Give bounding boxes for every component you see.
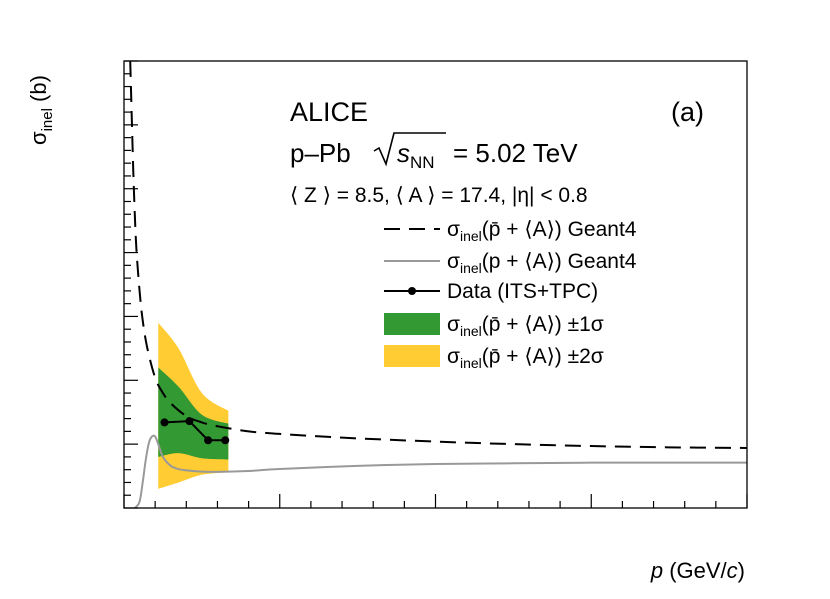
legend-label-sigma: σ — [447, 218, 460, 241]
legend-label-body: (p̄ + ⟨A⟩) Geant4 — [482, 218, 637, 241]
legend-label: σinel(p + ⟨A⟩) Geant4 — [447, 250, 637, 276]
legend-label: σinel(p̄ + ⟨A⟩) ±2σ — [447, 345, 604, 371]
svg-text:p–Pb: p–Pb — [290, 138, 351, 168]
legend-label-body: (p + ⟨A⟩) Geant4 — [482, 250, 637, 273]
sqrt-sign-icon — [373, 132, 446, 167]
legend-label-body: (p̄ + ⟨A⟩) ±1σ — [482, 313, 604, 336]
svg-text:sNN: sNN — [397, 138, 435, 172]
bands-layer — [158, 322, 229, 489]
data-point-2 — [204, 436, 213, 445]
y-axis-title: σinel (b) — [26, 75, 56, 145]
legend-label: σinel(p̄ + ⟨A⟩) Geant4 — [447, 218, 637, 244]
legend-label-sigma: σ — [447, 313, 460, 336]
svg-text:= 5.02 TeV: = 5.02 TeV — [453, 138, 578, 168]
x-axis-title: p (GeV/c) — [650, 558, 745, 583]
legend-label-sub: inel — [460, 228, 482, 244]
legend-symbol-green-band — [384, 313, 440, 335]
legend-symbol-yellow-band — [384, 345, 440, 367]
legend-label-sigma: σ — [447, 250, 460, 273]
experiment-label: ALICE — [290, 97, 368, 127]
legend-label: Data (ITS+TPC) — [447, 280, 598, 303]
legend-entry-2: Data (ITS+TPC) — [384, 280, 598, 303]
legend-entry-4: σinel(p̄ + ⟨A⟩) ±2σ — [384, 345, 604, 371]
data-point-3 — [221, 436, 230, 445]
legend-label: σinel(p̄ + ⟨A⟩) ±1σ — [447, 313, 604, 339]
markers-layer — [160, 417, 230, 445]
kinematics-label: ⟨ Z ⟩ = 8.5, ⟨ A ⟩ = 17.4, |η| < 0.8 — [290, 184, 588, 207]
legend-symbol-marker — [408, 287, 416, 295]
legend-entry-1: σinel(p + ⟨A⟩) Geant4 — [384, 250, 637, 276]
ticks-layer — [123, 60, 748, 509]
legend-entry-0: σinel(p̄ + ⟨A⟩) Geant4 — [384, 218, 637, 244]
legend-label-sub: inel — [460, 260, 482, 276]
legend-label-sigma: σ — [447, 345, 460, 368]
legend-label-sub: inel — [460, 323, 482, 339]
band-one-sigma — [158, 367, 229, 460]
plot-content — [129, 61, 747, 508]
legend-label-body: (p̄ + ⟨A⟩) ±2σ — [482, 345, 604, 368]
legend-entry-3: σinel(p̄ + ⟨A⟩) ±1σ — [384, 313, 604, 339]
data-connect-line — [164, 420, 226, 442]
lines-layer — [129, 61, 747, 508]
legend-label-body: Data (ITS+TPC) — [447, 280, 598, 303]
legend-label-sub: inel — [460, 355, 482, 371]
data-point-1 — [185, 417, 194, 426]
series-line-1 — [134, 434, 747, 508]
series-line-0 — [129, 61, 747, 449]
panel-label: (a) — [671, 97, 704, 127]
collision-system: p–Pb sNN = 5.02 TeV — [290, 132, 578, 172]
data-point-0 — [160, 418, 169, 427]
